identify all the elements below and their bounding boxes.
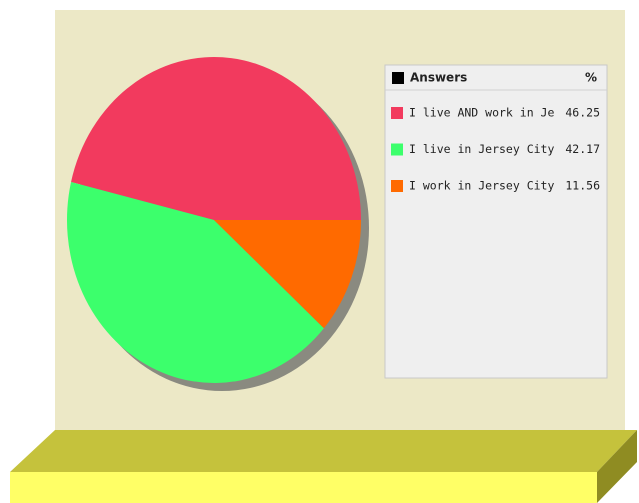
legend-value: 42.17 (565, 142, 600, 156)
floor-side (597, 430, 637, 503)
legend-value: 46.25 (565, 106, 600, 120)
legend-swatch (391, 143, 403, 156)
legend-label: I live AND work in Jersey City (409, 106, 617, 120)
legend-value: 11.56 (565, 179, 600, 193)
legend-swatch (391, 180, 403, 192)
legend-label: I live in Jersey City (409, 142, 554, 156)
floor-top (10, 430, 637, 472)
legend-header: Answers (410, 71, 467, 85)
legend-swatch (391, 107, 403, 119)
legend-labels: I live AND work in Jersey City I live in … (409, 106, 617, 193)
legend-header-icon (392, 72, 404, 84)
legend-label: I work in Jersey City (409, 179, 554, 193)
pie-slice (66, 182, 324, 383)
pie-slice (214, 220, 361, 329)
floor-front (10, 472, 597, 503)
pie-slice (71, 57, 362, 220)
value-header: % (585, 71, 597, 85)
legend-box (384, 64, 608, 379)
